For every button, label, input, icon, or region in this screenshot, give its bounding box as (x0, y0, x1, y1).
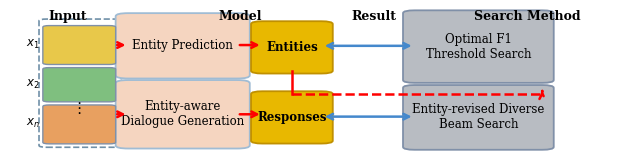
Text: $x_1$: $x_1$ (26, 38, 40, 51)
FancyBboxPatch shape (251, 21, 333, 73)
Text: Responses: Responses (257, 111, 326, 124)
Text: $x_n$: $x_n$ (26, 117, 40, 130)
FancyBboxPatch shape (43, 105, 116, 144)
FancyBboxPatch shape (251, 91, 333, 143)
Text: Entities: Entities (266, 41, 318, 54)
Text: Entity-aware
Dialogue Generation: Entity-aware Dialogue Generation (121, 100, 244, 128)
Text: Model: Model (218, 10, 262, 23)
FancyBboxPatch shape (116, 80, 250, 149)
Text: Entity Prediction: Entity Prediction (132, 39, 233, 52)
FancyBboxPatch shape (403, 10, 554, 83)
Text: ⋮: ⋮ (72, 101, 87, 116)
Text: Input: Input (49, 10, 87, 23)
Text: Optimal F1
Threshold Search: Optimal F1 Threshold Search (426, 33, 531, 61)
Text: Result: Result (352, 10, 397, 23)
FancyBboxPatch shape (403, 85, 554, 150)
Text: Search Method: Search Method (474, 10, 581, 23)
FancyBboxPatch shape (43, 26, 116, 65)
FancyBboxPatch shape (116, 13, 250, 78)
FancyBboxPatch shape (43, 68, 116, 102)
Text: $x_2$: $x_2$ (26, 78, 40, 91)
Text: Entity-revised Diverse
Beam Search: Entity-revised Diverse Beam Search (412, 103, 545, 131)
